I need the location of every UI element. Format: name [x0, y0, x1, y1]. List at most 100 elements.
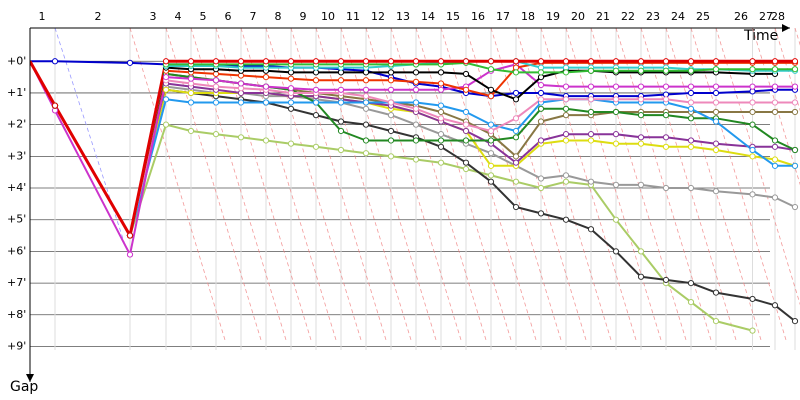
x-tick-label: 8 [275, 10, 282, 23]
lap-point [712, 66, 720, 73]
lap-point [312, 86, 320, 93]
lap-point [337, 99, 345, 106]
lap-point [387, 112, 395, 119]
lap-point [162, 74, 170, 81]
lap-point [537, 118, 545, 125]
lap-point [687, 299, 695, 306]
lap-point [587, 108, 595, 116]
x-tick-label: 23 [646, 10, 660, 23]
lap-diagonal [215, 28, 312, 341]
lap-point [487, 137, 495, 144]
lap-point [749, 153, 756, 160]
lap-point [437, 102, 445, 109]
y-tick-label: +1' [7, 86, 26, 99]
x-tick-label: 26 [734, 10, 748, 23]
lap-point [712, 58, 720, 65]
x-tick-label: 25 [696, 10, 710, 23]
lap-point [612, 67, 620, 74]
lap-point [487, 93, 495, 100]
lap-point [749, 191, 756, 198]
lap-point [712, 118, 720, 125]
lap-point [637, 112, 645, 119]
lap-point [562, 105, 570, 112]
lap-point [287, 105, 295, 112]
lap-point [287, 140, 295, 147]
x-tick-label: 14 [421, 10, 435, 23]
lap-point [687, 279, 695, 287]
lap-point [162, 121, 170, 128]
lap-point [771, 108, 779, 116]
series-lines [30, 58, 799, 334]
lap-point [262, 74, 270, 81]
lap-point [712, 83, 720, 90]
lap-point [437, 108, 445, 116]
lap-point [587, 58, 595, 65]
lap-point [287, 99, 295, 106]
x-tick-label: 11 [346, 10, 360, 23]
lap-point [362, 58, 370, 65]
x-tick-label: 7 [250, 10, 257, 23]
lap-point [562, 112, 570, 119]
lap-point [512, 96, 520, 103]
lap-point [687, 89, 695, 97]
lap-point [362, 121, 370, 128]
lap-point [791, 162, 799, 169]
lap-point [462, 121, 470, 128]
lap-point [487, 178, 495, 185]
lap-point [512, 89, 520, 97]
lap-diagonal [290, 28, 387, 341]
lap-point [51, 102, 59, 109]
x-tick-label: 10 [321, 10, 335, 23]
lap-point [749, 108, 756, 116]
lap-point [791, 99, 799, 106]
lap-point [487, 66, 495, 73]
lap-point [437, 143, 445, 150]
lap-point [262, 99, 270, 106]
lap-point [712, 99, 720, 106]
lap-point [337, 58, 345, 65]
lap-point [712, 289, 720, 296]
lap-point [212, 58, 220, 65]
series-line [30, 60, 775, 237]
x-axis-title: Time [743, 28, 778, 44]
lap-point [771, 143, 779, 150]
lap-point [287, 58, 295, 65]
lap-point [462, 86, 470, 93]
lap-diagonal [165, 28, 262, 341]
lap-point [587, 83, 595, 90]
lap-point [687, 137, 695, 144]
x-tick-label: 1 [39, 10, 46, 23]
lap-point [312, 77, 320, 84]
lap-diagonal [240, 28, 337, 341]
lap-diagonal [440, 28, 537, 341]
x-tick-label: 9 [300, 10, 307, 23]
lap-point [637, 140, 645, 147]
lap-point [687, 143, 695, 150]
lap-point [712, 140, 720, 147]
lap-diagonal [490, 28, 587, 341]
lap-point [126, 251, 134, 258]
lap-point [749, 146, 756, 154]
lap-point [312, 58, 320, 65]
lap-point [437, 159, 445, 166]
lap-point [462, 108, 470, 116]
lap-point [362, 77, 370, 84]
lap-point [662, 96, 670, 103]
lap-point [462, 58, 470, 65]
lap-point [462, 70, 470, 78]
lap-point [662, 67, 670, 74]
x-tick-label: 24 [671, 10, 685, 23]
lap-point [612, 108, 620, 116]
lap-point [537, 89, 545, 97]
lap-point [512, 58, 520, 65]
x-tick-label: 2 [95, 10, 102, 23]
lap-point [337, 86, 345, 93]
lap-point [791, 83, 799, 90]
lap-point [687, 99, 695, 106]
lap-point [512, 69, 520, 76]
lap-point [537, 58, 545, 65]
lap-point [537, 96, 545, 103]
lap-point [512, 178, 520, 185]
lap-point [437, 115, 445, 122]
lap-point [312, 112, 320, 119]
